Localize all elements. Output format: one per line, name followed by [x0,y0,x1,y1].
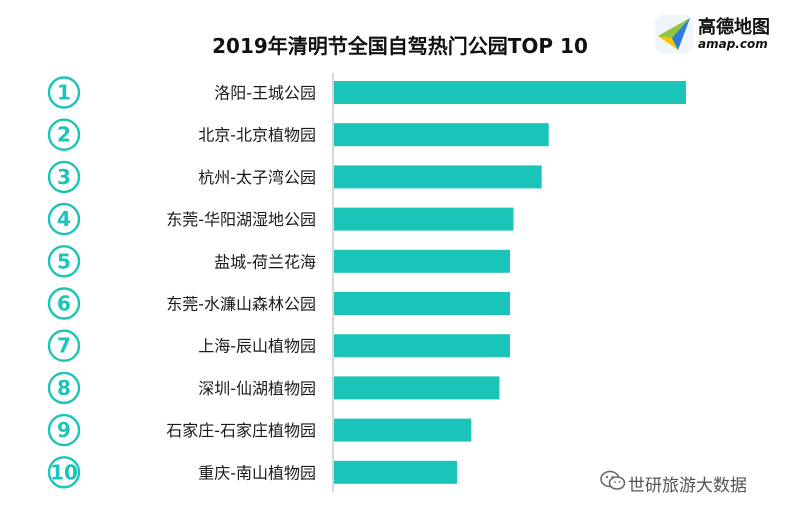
bar [334,249,510,273]
category-label: 石家庄-石家庄植物园 [166,421,316,440]
bar [334,418,472,442]
category-label: 东莞-水濂山森林公园 [166,295,316,314]
category-label: 重庆-南山植物园 [198,463,316,482]
logo-name-en: amap.com [698,37,768,51]
rank-badge [47,456,81,489]
rank-number: 7 [57,334,71,358]
amap-logo: 高德地图 amap.com [652,10,792,60]
amap-paper-plane-icon [655,15,693,53]
category-label: 深圳-仙湖植物园 [198,379,316,398]
rank-number: 6 [57,292,71,316]
rank-number: 1 [57,81,71,105]
category-label: 盐城-荷兰花海 [214,252,316,271]
rank-number: 4 [57,207,71,231]
bar [334,123,549,147]
rank-badge [47,245,81,278]
logo-name-cn: 高德地图 [698,17,770,38]
bar [334,460,458,484]
wechat-icon [600,470,626,490]
bar [334,81,686,104]
category-label: 上海-辰山植物园 [198,337,316,356]
rank-number: 10 [50,460,78,484]
rank-badge [47,413,81,447]
rank-badge [47,202,81,236]
category-label: 北京-北京植物园 [198,126,316,145]
rank-number: 8 [57,376,71,400]
bar [334,334,510,358]
category-label: 洛阳-王城公园 [214,84,316,103]
category-label: 杭州-太子湾公园 [198,168,316,187]
category-label: 东莞-华阳湖湿地公园 [166,210,316,229]
rank-badge [47,160,81,194]
rank-badge [47,76,81,109]
rank-number: 9 [57,418,71,442]
rank-badge [47,371,81,405]
rank-number: 3 [57,165,71,189]
bar [334,207,514,231]
bar [334,292,510,315]
watermark-text: 世研旅游大数据 [628,476,747,496]
bar [334,376,500,400]
watermark: 世研旅游大数据 [600,470,790,496]
rank-badge [47,287,81,320]
rank-badge [47,118,81,151]
chart-title: 2019年清明节全国自驾热门公园TOP 10 [212,34,588,58]
rank-number: 2 [57,123,71,147]
rank-number: 5 [57,249,71,273]
rank-badge [47,329,81,362]
bar [334,165,542,189]
